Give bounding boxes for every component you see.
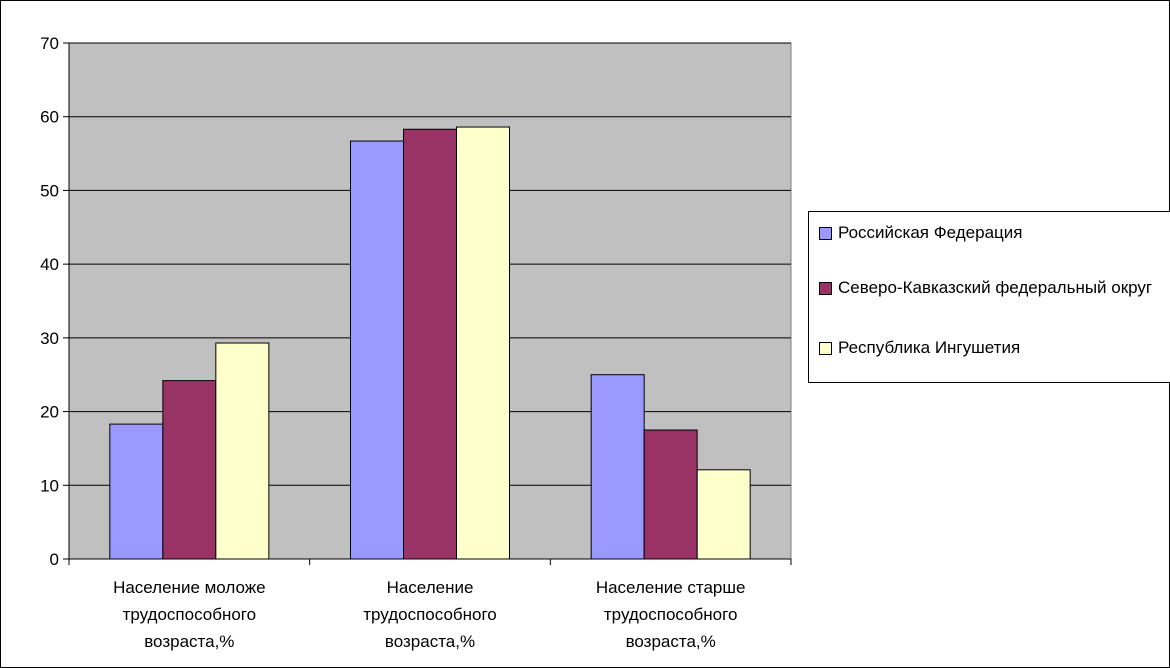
y-tick-label: 70 [40,34,59,53]
bar [696,469,751,560]
legend-swatch-ingushetia [819,342,832,355]
x-tick-label: возраста,% [626,632,716,651]
bar [109,423,164,560]
y-tick-label: 20 [40,403,59,422]
legend-item-north-caucasus: Северо-Кавказский федеральный округ [819,277,1170,298]
bar [643,429,698,560]
y-tick-label: 10 [40,476,59,495]
x-tick-label: возраста,% [385,632,475,651]
legend-swatch-north-caucasus [819,282,832,295]
y-tick-label: 50 [40,181,59,200]
legend: Российская Федерация Северо-Кавказский ф… [808,211,1170,383]
bar [403,128,457,560]
legend-label: Российская Федерация [838,223,1023,242]
x-tick-label: трудоспособного [363,605,497,624]
bar [590,374,645,560]
bars [109,126,751,560]
bar [215,342,270,560]
y-tick-label: 0 [50,550,59,569]
y-tick-label: 30 [40,329,59,348]
y-tick-label: 60 [40,108,59,127]
legend-swatch-russian-federation [819,227,832,240]
legend-item-russian-federation: Российская Федерация [819,222,1170,243]
bar [350,140,404,560]
y-tick-label: 40 [40,255,59,274]
x-tick-label: трудоспособного [604,605,738,624]
x-tick-label: Население [387,578,474,597]
x-tick-label: Население моложе [113,578,266,597]
x-tick-label: возраста,% [144,632,234,651]
legend-label: Северо-Кавказский федеральный округ [838,278,1153,297]
legend-label: Республика Ингушетия [838,338,1021,357]
x-tick-label: Население старше [596,578,746,597]
bar [456,126,510,560]
legend-item-ingushetia: Республика Ингушетия [819,337,1170,358]
x-tick-label: трудоспособного [123,605,257,624]
bar [162,380,217,560]
axes: 0 10 20 30 40 50 60 70 Население моложе трудоспос… [40,34,792,651]
